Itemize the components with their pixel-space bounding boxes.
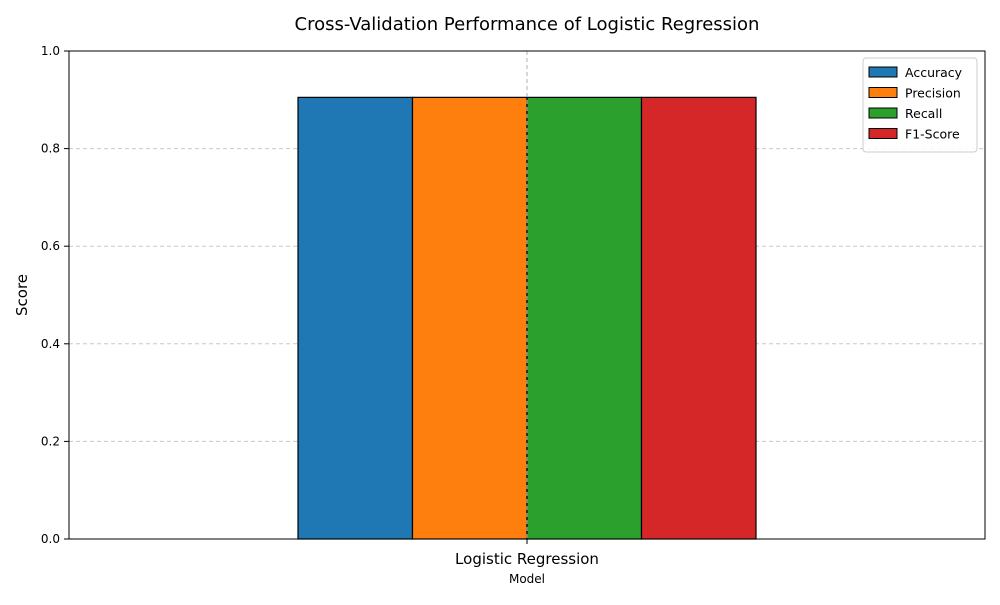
legend-label-f1-score: F1-Score	[905, 127, 960, 142]
y-tick-label: 0.4	[41, 337, 60, 351]
legend-swatch-precision	[868, 87, 898, 98]
y-tick-label: 0.8	[41, 142, 60, 156]
tick-labels: 0.0 0.2 0.4 0.6 0.8 1.0 Logistic Regression	[41, 44, 599, 568]
y-axis-label: Score	[13, 274, 31, 316]
x-tick-label: Logistic Regression	[455, 550, 599, 568]
y-tick-label: 0.0	[41, 532, 60, 546]
plot-frame	[68, 50, 986, 540]
legend-label-recall: Recall	[905, 106, 942, 121]
y-tick-label: 0.6	[41, 239, 60, 253]
legend-label-precision: Precision	[905, 86, 961, 101]
bar-precision	[411, 96, 528, 540]
legend-swatch-accuracy	[868, 66, 898, 78]
x-axis-label: Model	[509, 572, 545, 586]
legend-swatch-f1-score	[868, 128, 898, 139]
bar-accuracy	[297, 96, 414, 540]
bars	[297, 96, 757, 540]
legend-swatch-recall	[868, 107, 898, 119]
chart-title: Cross-Validation Performance of Logistic…	[295, 14, 760, 35]
axes	[64, 50, 986, 544]
y-tick-label: 0.2	[41, 434, 60, 448]
legend[interactable]: Accuracy Precision Recall F1-Score	[862, 57, 978, 153]
legend-label-accuracy: Accuracy	[905, 65, 963, 80]
y-tick-label: 1.0	[41, 44, 60, 58]
bar-f1-score	[640, 96, 757, 540]
bar-recall	[526, 96, 643, 540]
